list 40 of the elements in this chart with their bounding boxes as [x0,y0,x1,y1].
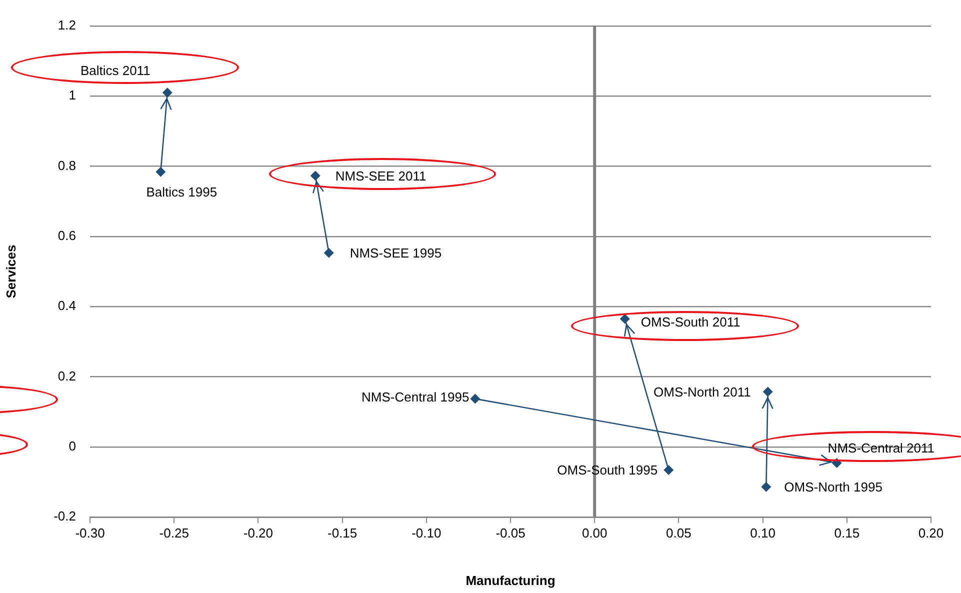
x-tick-label: -0.25 [159,525,189,540]
annotation: OMS-South 2011 [640,314,740,330]
y-tick-label: 1.2 [58,18,76,33]
annotation: NMS-SEE 2011 [335,168,426,184]
point [761,482,772,492]
point [762,386,773,397]
y-tick-label: 0.8 [58,158,76,173]
annotation: Baltics 2011 [80,63,150,78]
x-tick-label: -0.10 [412,525,442,540]
annotation: OMS-North 1995 [784,479,882,494]
point [324,248,334,258]
annotation: Baltics 1995 [146,184,218,200]
y-tick-label: 0.2 [58,368,76,384]
x-tick-label: 0.10 [750,525,776,540]
x-tick-label: 0.00 [582,525,608,540]
annotation: OMS-South 1995 [557,462,658,478]
x-tick-label: -0.05 [496,525,526,540]
point [620,314,630,324]
x-tick-label: -0.15 [327,525,358,540]
point [310,170,320,181]
y-tick-label: 0 [68,438,76,454]
x-tick-label: -0.20 [243,525,274,540]
annotation: NMS-SEE 1995 [350,245,442,260]
annotation: NMS-Central 1995 [362,389,470,404]
y-tick-label: 1 [68,88,76,103]
point [162,88,172,98]
x-tick-label: 0.15 [834,525,860,540]
point [470,394,480,404]
y-axis-title: Services [3,244,18,298]
y-tick-label: 0.4 [58,298,76,314]
x-axis-title: Manufacturing [466,572,556,588]
x-tick-label: 0.05 [666,525,692,540]
y-tick-label: 0.6 [58,228,76,244]
annotation: NMS-Central 2011 [828,440,935,456]
point [156,166,166,177]
x-tick-label: 0.20 [918,525,944,540]
annotation: OMS-North 2011 [654,384,751,400]
point [664,465,674,476]
y-tick-label: -0.2 [54,508,76,524]
x-tick-label: -0.30 [75,525,105,540]
